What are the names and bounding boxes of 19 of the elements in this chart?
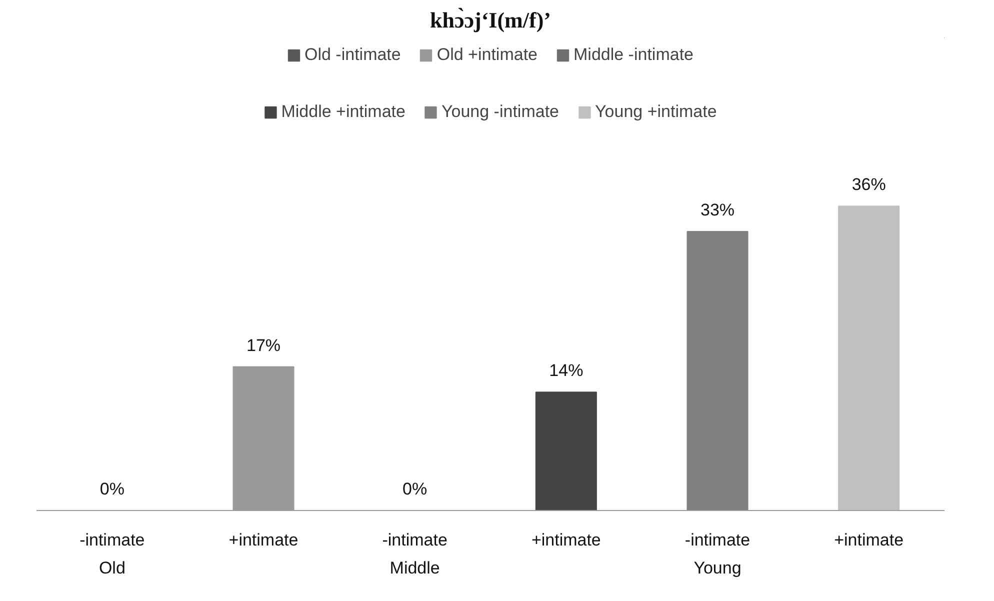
x-tick-label: +intimate	[834, 530, 904, 550]
legend-label: Young +intimate	[595, 102, 717, 122]
x-tick-label: +intimate	[531, 530, 601, 550]
data-label: 36%	[852, 175, 886, 194]
category-label: -intimate Middle	[382, 530, 448, 578]
data-label: 17%	[246, 336, 281, 355]
x-tick-label: +intimate	[228, 530, 298, 550]
legend-label: Young -intimate	[441, 102, 559, 122]
data-label: 33%	[700, 200, 735, 220]
data-label: 14%	[549, 361, 584, 380]
chart-title: khɔ̀ɔj‘I(m/f)’	[430, 8, 551, 32]
legend-label: Middle +intimate	[281, 102, 406, 122]
data-label: 0%	[402, 480, 428, 498]
legend-label: Middle -intimate	[574, 45, 694, 65]
data-label: 0%	[100, 480, 124, 498]
legend-label: Old +intimate	[436, 45, 538, 65]
legend-label: Old -intimate	[304, 45, 401, 65]
category-label: -intimate Young	[684, 530, 750, 578]
category-label: -intimate Old	[80, 530, 145, 578]
